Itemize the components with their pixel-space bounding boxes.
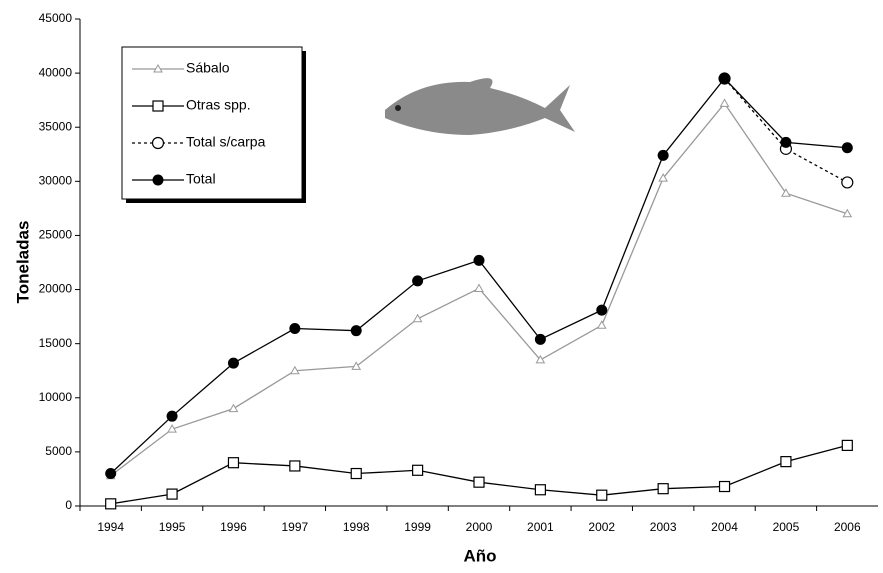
series-line — [724, 78, 848, 183]
legend-marker — [153, 63, 163, 73]
legend-label: Total s/carpa — [186, 134, 266, 150]
x-axis-label: Año — [463, 546, 496, 565]
x-tick-label: 1999 — [404, 520, 431, 534]
series-line — [110, 444, 848, 505]
x-tick-label: 2004 — [711, 520, 738, 534]
data-point — [596, 320, 607, 329]
data-point — [841, 142, 853, 154]
data-point — [228, 403, 239, 413]
legend — [121, 46, 303, 200]
x-tick-label: 2003 — [650, 520, 677, 534]
data-point — [166, 488, 178, 500]
legend-label: Sábalo — [186, 60, 230, 76]
data-point — [105, 498, 117, 510]
data-point — [473, 254, 485, 266]
x-tick-label: 1994 — [97, 520, 124, 534]
y-tick-label: 45000 — [39, 11, 73, 25]
data-point — [289, 365, 300, 375]
data-point — [841, 439, 853, 451]
y-tick-label: 5000 — [45, 444, 72, 458]
data-point — [657, 483, 669, 495]
y-axis-label: Toneladas — [13, 221, 32, 304]
data-point — [289, 323, 301, 335]
fish-illustration — [385, 78, 575, 135]
x-tick-label: 2002 — [588, 520, 615, 534]
data-point — [596, 304, 608, 316]
data-point — [227, 457, 240, 469]
y-tick-label: 15000 — [39, 336, 73, 350]
data-point — [719, 73, 731, 85]
data-point — [350, 467, 362, 480]
data-point — [167, 424, 177, 433]
data-point — [474, 283, 484, 292]
data-point — [534, 484, 546, 496]
x-tick-label: 1996 — [220, 520, 247, 534]
data-point — [105, 468, 117, 480]
y-tick-label: 40000 — [39, 65, 73, 79]
data-point — [166, 410, 178, 422]
y-tick-label: 0 — [65, 498, 72, 512]
x-tick-label: 2005 — [773, 520, 800, 534]
y-tick-label: 20000 — [39, 282, 73, 296]
data-point — [473, 476, 485, 488]
data-point — [350, 325, 362, 337]
data-point — [535, 354, 546, 364]
legend-label: Total — [186, 171, 216, 187]
legend-label: Otras spp. — [186, 97, 251, 113]
data-point — [781, 188, 791, 197]
data-point — [289, 460, 301, 472]
data-point — [719, 98, 730, 107]
data-point — [596, 489, 608, 501]
data-point — [227, 357, 239, 369]
data-point — [657, 149, 669, 161]
legend-marker — [151, 136, 165, 150]
data-point — [780, 136, 792, 148]
legend-marker — [152, 174, 164, 186]
data-point — [412, 464, 424, 476]
data-point — [718, 480, 731, 493]
y-tick-label: 25000 — [39, 228, 73, 242]
x-tick-label: 2006 — [834, 520, 861, 534]
data-point — [412, 275, 424, 287]
y-tick-label: 10000 — [39, 390, 73, 404]
x-tick-label: 1995 — [159, 520, 186, 534]
x-tick-label: 2001 — [527, 520, 554, 534]
x-tick-label: 1997 — [281, 520, 308, 534]
data-point — [842, 208, 853, 218]
data-point — [658, 173, 669, 182]
data-point — [534, 333, 546, 345]
data-point — [351, 361, 362, 370]
x-tick-label: 1998 — [343, 520, 370, 534]
x-tick-label: 2000 — [466, 520, 493, 534]
data-point — [780, 456, 792, 468]
data-point — [412, 313, 423, 323]
y-tick-label: 35000 — [39, 119, 73, 133]
y-tick-label: 30000 — [39, 174, 73, 188]
legend-marker — [152, 100, 164, 112]
data-point — [841, 176, 854, 189]
